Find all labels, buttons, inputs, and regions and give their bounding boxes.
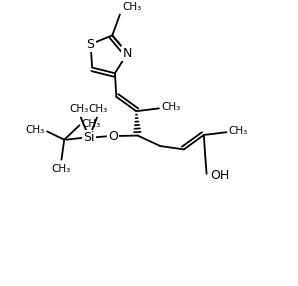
Text: CH₃: CH₃ — [26, 125, 45, 135]
Text: CH₃: CH₃ — [82, 119, 101, 129]
Text: CH₃: CH₃ — [161, 102, 180, 112]
Text: CH₃: CH₃ — [52, 164, 71, 174]
Text: CH₃: CH₃ — [229, 126, 248, 136]
Text: O: O — [108, 130, 118, 143]
Text: S: S — [86, 38, 94, 51]
Text: OH: OH — [210, 169, 229, 182]
Text: CH₃: CH₃ — [122, 2, 141, 12]
Text: N: N — [123, 47, 132, 60]
Text: CH₃: CH₃ — [89, 104, 108, 114]
Text: Si: Si — [83, 131, 95, 144]
Text: CH₃: CH₃ — [70, 104, 89, 114]
